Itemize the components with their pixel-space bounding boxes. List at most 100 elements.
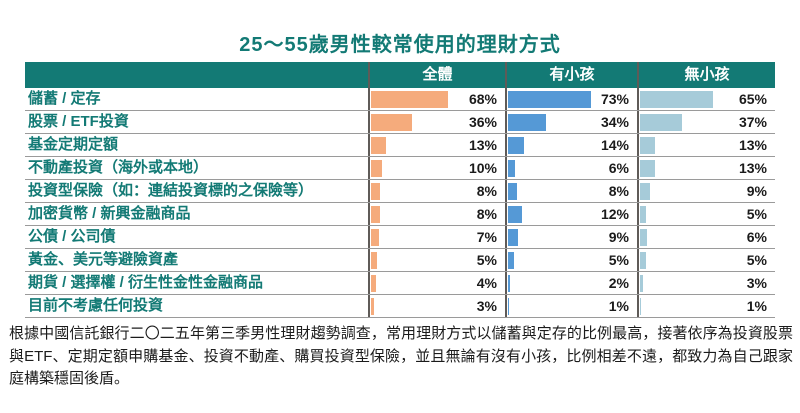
value-label: 8% <box>608 183 629 199</box>
row-label: 黃金、美元等避險資產 <box>28 251 179 268</box>
value-cell: 68% <box>368 88 505 110</box>
value-cell: 65% <box>637 88 775 110</box>
value-cell: 13% <box>637 134 775 156</box>
value-label: 5% <box>746 206 767 222</box>
bar <box>371 298 375 315</box>
value-label: 3% <box>746 275 767 291</box>
value-cell: 5% <box>368 249 505 271</box>
bar <box>371 91 448 108</box>
row-label: 目前不考慮任何投資 <box>28 297 164 314</box>
bar <box>640 160 655 177</box>
value-cell: 6% <box>637 226 775 248</box>
bar <box>508 183 517 200</box>
bar <box>640 114 682 131</box>
value-cell: 1% <box>505 295 637 317</box>
value-label: 5% <box>608 252 629 268</box>
row-label: 加密貨幣 / 新興金融商品 <box>28 205 191 222</box>
value-label: 14% <box>600 137 629 153</box>
value-label: 12% <box>600 206 629 222</box>
column-header-no-kids: 無小孩 <box>637 62 775 88</box>
row-label: 儲蓄 / 定存 <box>28 90 101 107</box>
table-row: 基金定期定額 13% 14% 13% <box>25 134 775 157</box>
value-cell: 4% <box>368 272 505 294</box>
bar <box>371 137 386 154</box>
bar <box>371 114 412 131</box>
finance-methods-table: 全體 有小孩 無小孩 儲蓄 / 定存 68% 73% 65% 股票 / ETF投資 36%… <box>25 62 775 318</box>
value-label: 13% <box>738 137 767 153</box>
table-row: 不動產投資（海外或本地） 10% 6% 13% <box>25 157 775 180</box>
bar <box>508 137 524 154</box>
value-cell: 34% <box>505 111 637 133</box>
bar <box>508 160 515 177</box>
value-label: 10% <box>468 160 497 176</box>
bar <box>508 114 547 131</box>
table-row: 加密貨幣 / 新興金融商品 8% 12% 5% <box>25 203 775 226</box>
bar <box>508 252 514 269</box>
row-label: 股票 / ETF投資 <box>28 113 129 130</box>
table-row: 公債 / 公司債 7% 9% 6% <box>25 226 775 249</box>
value-cell: 13% <box>368 134 505 156</box>
value-label: 34% <box>600 114 629 130</box>
value-cell: 8% <box>368 180 505 202</box>
value-label: 5% <box>746 252 767 268</box>
value-label: 3% <box>476 298 497 314</box>
value-label: 68% <box>468 91 497 107</box>
table-row: 儲蓄 / 定存 68% 73% 65% <box>25 88 775 111</box>
bar <box>640 229 647 246</box>
value-cell: 3% <box>368 295 505 317</box>
bar <box>640 298 642 315</box>
chart-title: 25～55歲男性較常使用的理財方式 <box>239 34 561 56</box>
value-label: 7% <box>476 229 497 245</box>
value-cell: 13% <box>637 157 775 179</box>
value-label: 9% <box>608 229 629 245</box>
value-label: 73% <box>600 91 629 107</box>
value-label: 13% <box>738 160 767 176</box>
bar <box>640 137 655 154</box>
table-body: 儲蓄 / 定存 68% 73% 65% 股票 / ETF投資 36% 34% 37% 基金定期定… <box>25 88 775 318</box>
header-empty-cell <box>25 62 368 88</box>
value-cell: 7% <box>368 226 505 248</box>
bar <box>371 229 379 246</box>
bar <box>508 275 511 292</box>
value-cell: 2% <box>505 272 637 294</box>
value-cell: 9% <box>505 226 637 248</box>
value-cell: 73% <box>505 88 637 110</box>
table-row: 目前不考慮任何投資 3% 1% 1% <box>25 295 775 318</box>
table-row: 股票 / ETF投資 36% 34% 37% <box>25 111 775 134</box>
bar <box>640 206 646 223</box>
column-header-with-kids: 有小孩 <box>505 62 637 88</box>
table-row: 黃金、美元等避險資產 5% 5% 5% <box>25 249 775 272</box>
bar <box>640 91 714 108</box>
row-label: 不動產投資（海外或本地） <box>28 159 209 176</box>
value-label: 8% <box>476 206 497 222</box>
value-label: 6% <box>608 160 629 176</box>
row-label: 投資型保險（如：連結投資標的之保險等） <box>28 182 314 199</box>
value-cell: 1% <box>637 295 775 317</box>
bar <box>371 252 377 269</box>
value-label: 1% <box>746 298 767 314</box>
value-label: 6% <box>746 229 767 245</box>
value-cell: 10% <box>368 157 505 179</box>
value-cell: 5% <box>637 249 775 271</box>
value-label: 36% <box>468 114 497 130</box>
bar <box>371 183 380 200</box>
value-cell: 37% <box>637 111 775 133</box>
bar <box>508 298 510 315</box>
value-cell: 5% <box>637 203 775 225</box>
value-cell: 6% <box>505 157 637 179</box>
bar <box>508 206 522 223</box>
value-cell: 5% <box>505 249 637 271</box>
value-label: 5% <box>476 252 497 268</box>
row-label: 基金定期定額 <box>28 136 119 153</box>
row-label: 期貨 / 選擇權 / 衍生性金性金融商品 <box>28 274 264 291</box>
bar <box>508 229 519 246</box>
value-cell: 9% <box>637 180 775 202</box>
value-label: 9% <box>746 183 767 199</box>
bar <box>640 183 651 200</box>
table-row: 期貨 / 選擇權 / 衍生性金性金融商品 4% 2% 3% <box>25 272 775 295</box>
value-label: 2% <box>608 275 629 291</box>
value-cell: 14% <box>505 134 637 156</box>
bar <box>371 275 376 292</box>
value-label: 65% <box>738 91 767 107</box>
value-label: 13% <box>468 137 497 153</box>
